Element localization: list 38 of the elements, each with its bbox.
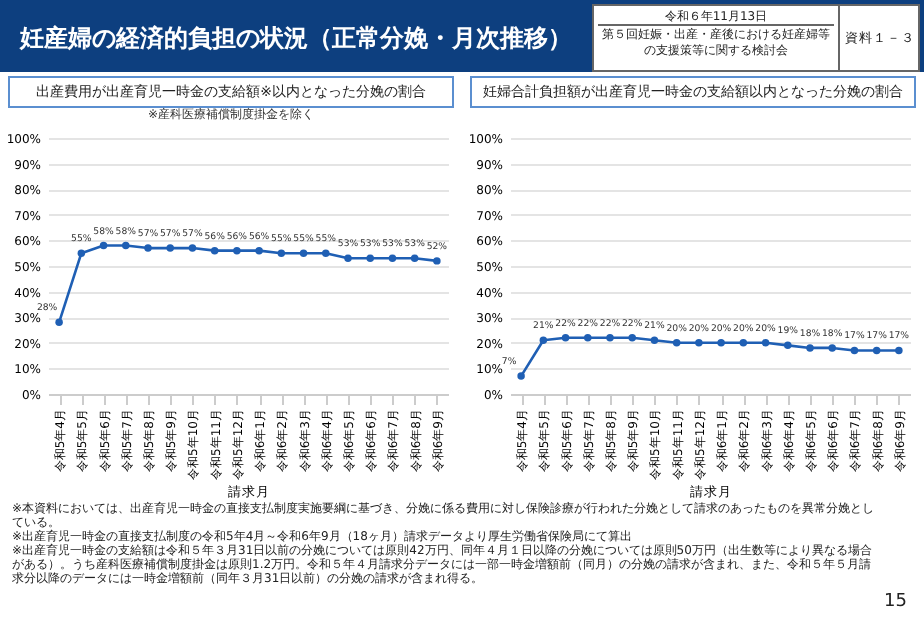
point: [584, 333, 592, 342]
point: [433, 257, 441, 265]
text: 妊産婦の経済的負担の状況（正常分娩・月次推移）: [20, 22, 572, 56]
point: [628, 333, 636, 342]
point: [388, 254, 397, 263]
point: [210, 246, 219, 255]
point: [606, 333, 614, 342]
point: [233, 246, 241, 255]
point: [650, 336, 659, 344]
point: [717, 339, 725, 347]
point: [77, 249, 86, 257]
point: [561, 333, 570, 342]
point: [872, 346, 881, 355]
point: [828, 344, 836, 352]
point: [539, 336, 548, 344]
point: [255, 246, 263, 255]
point: [299, 249, 308, 257]
point: [761, 339, 770, 347]
point: [672, 339, 681, 347]
point: [784, 341, 792, 350]
point: [277, 249, 286, 257]
point: [806, 344, 814, 352]
point: [144, 244, 152, 252]
point: [850, 346, 859, 355]
point: [322, 249, 330, 257]
point: [739, 339, 748, 347]
point: [122, 241, 130, 250]
point: [166, 244, 174, 252]
point: [188, 244, 197, 252]
text: 15: [884, 592, 907, 612]
point: [895, 346, 903, 355]
point: [344, 254, 352, 263]
point: [410, 254, 419, 263]
point: [366, 254, 374, 263]
point: [695, 339, 703, 347]
point: [55, 318, 63, 327]
point: [517, 372, 525, 380]
point: [99, 241, 108, 250]
